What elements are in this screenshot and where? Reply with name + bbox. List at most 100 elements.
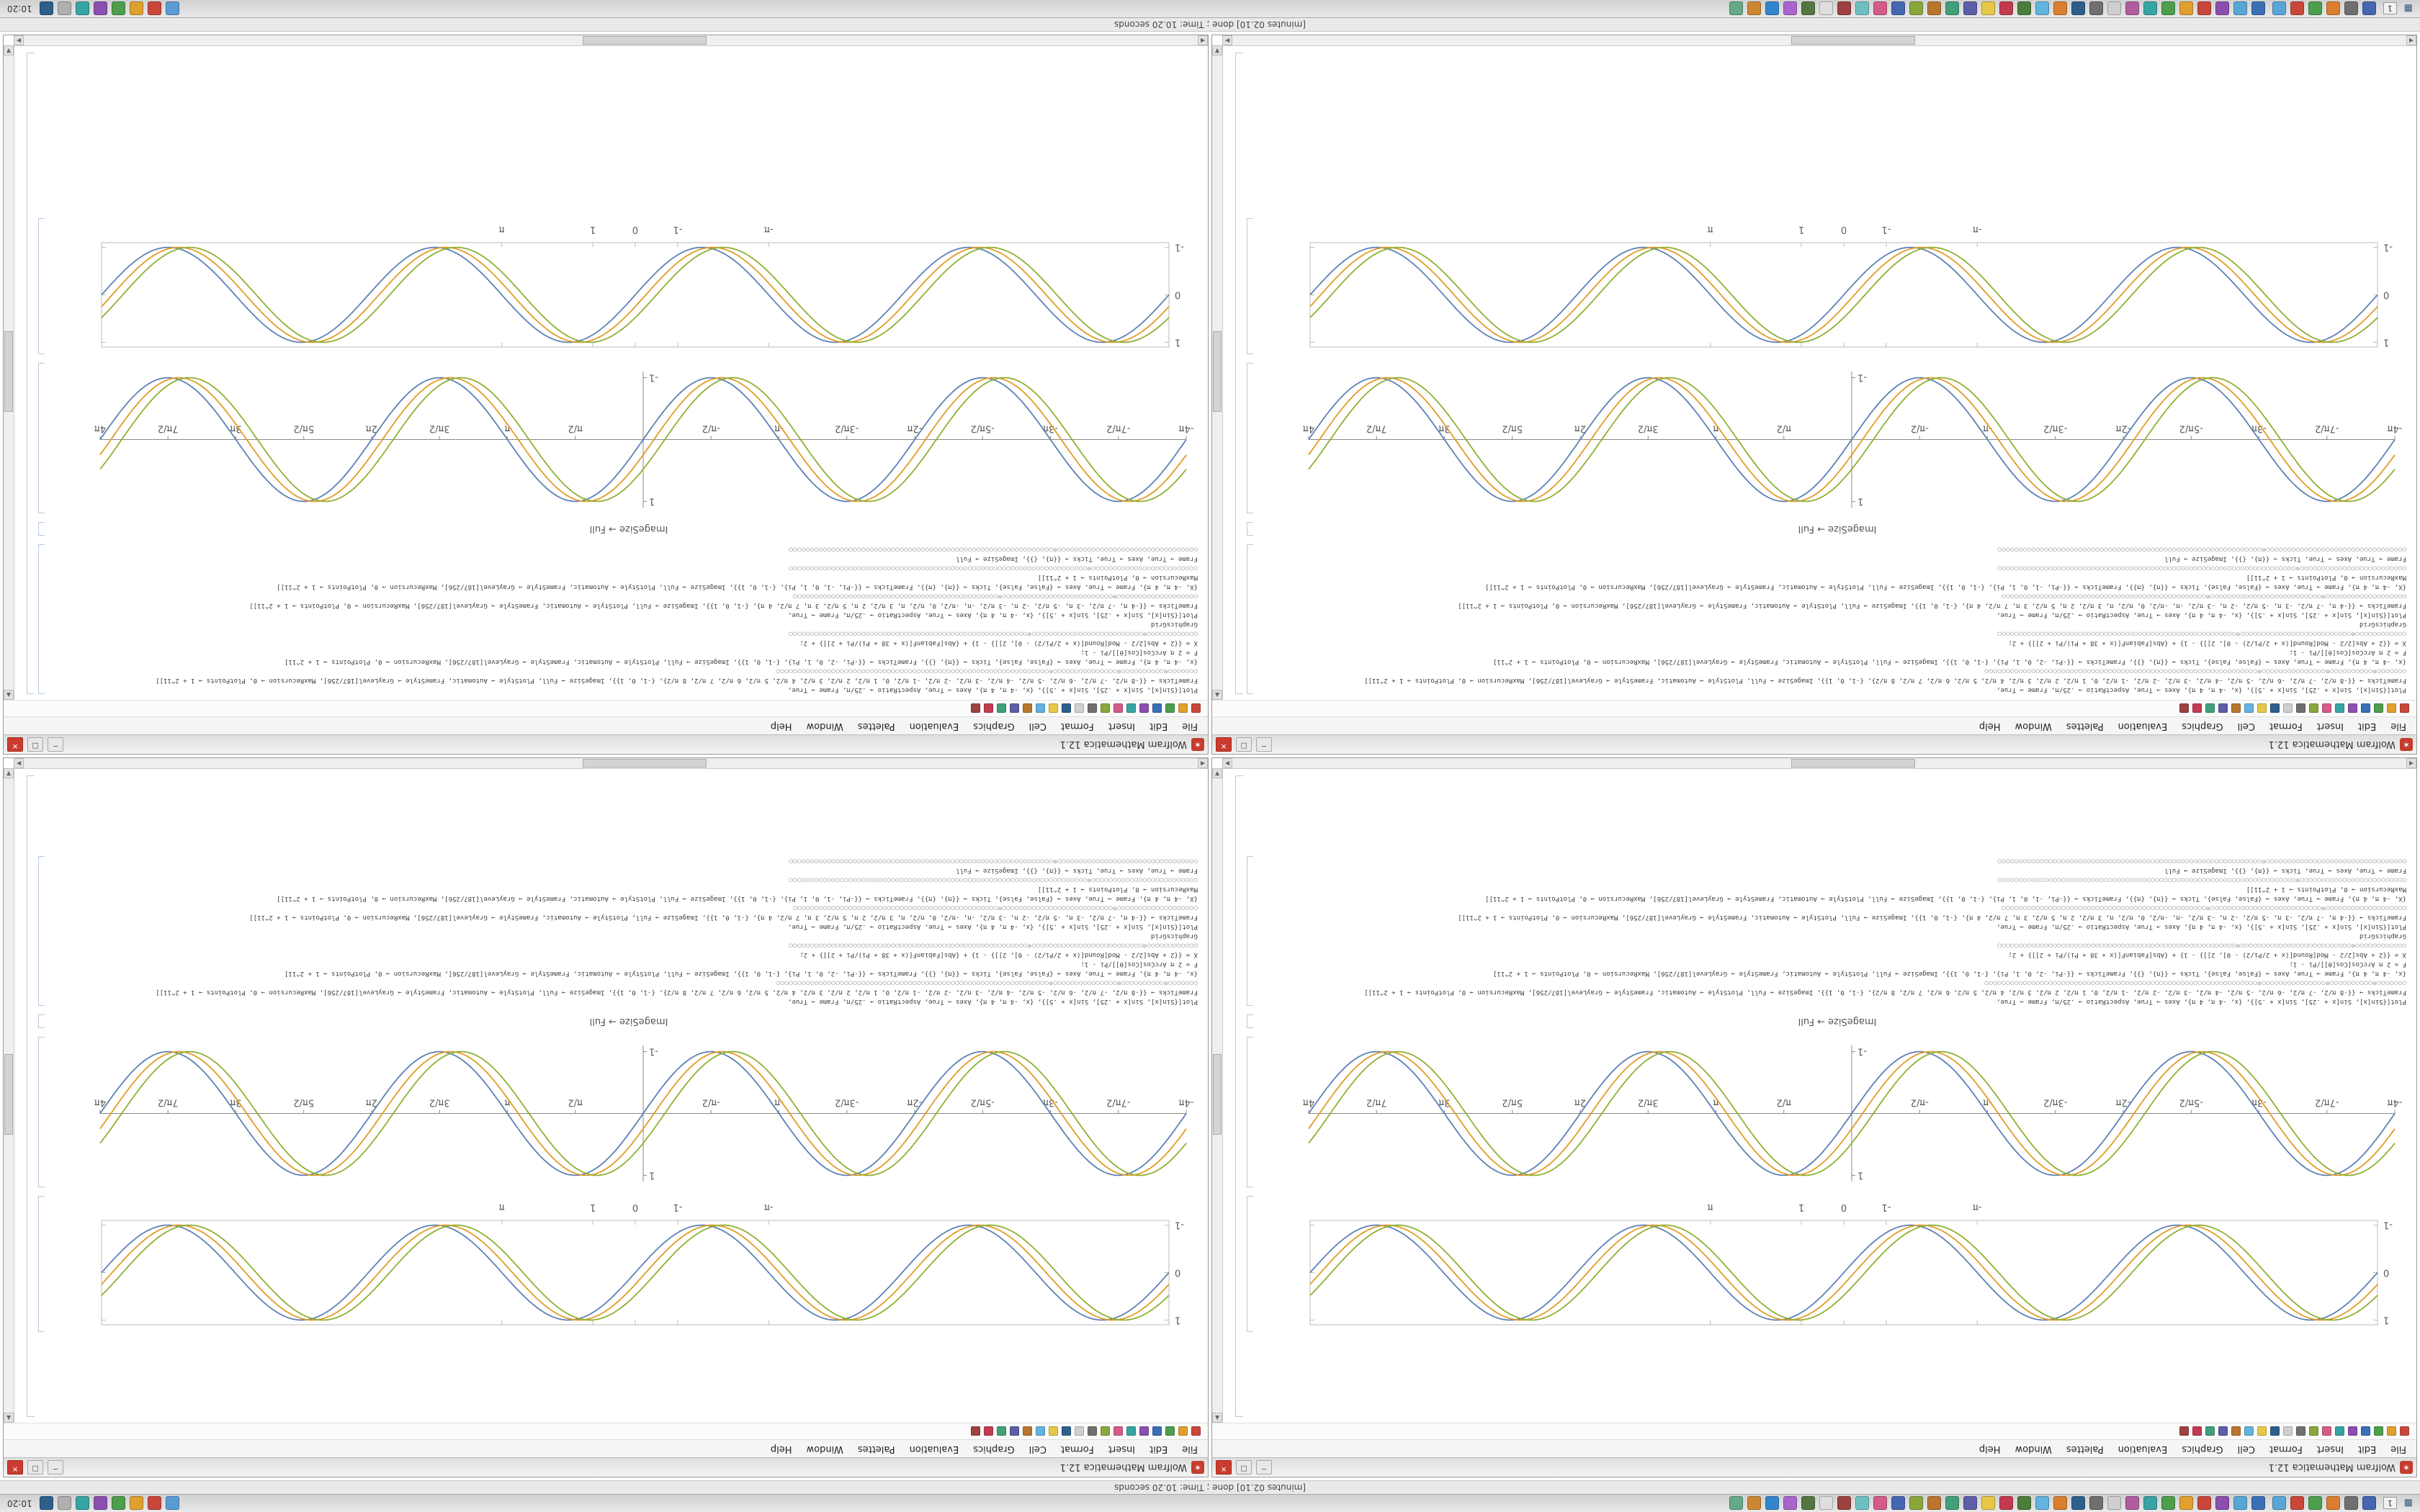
toolbar-button-icon[interactable] xyxy=(2400,703,2409,714)
toolbar-button-icon[interactable] xyxy=(2205,1426,2215,1436)
menu-window[interactable]: Window xyxy=(806,721,843,732)
toolbar-button-icon[interactable] xyxy=(2244,1426,2254,1436)
scroll-up-arrow[interactable]: ▲ xyxy=(1212,690,1222,700)
scroll-right-arrow[interactable]: ▶ xyxy=(1222,758,1232,768)
menu-format[interactable]: Format xyxy=(1060,1444,1094,1454)
scroll-up-arrow[interactable]: ▲ xyxy=(1212,1413,1222,1423)
taskbar-app-icon[interactable] xyxy=(2179,1,2193,16)
toolbar-button-icon[interactable] xyxy=(2335,1426,2344,1436)
tray-icon[interactable] xyxy=(129,1,143,16)
toolbar-button-icon[interactable] xyxy=(997,1426,1006,1436)
toolbar-button-icon[interactable] xyxy=(1075,703,1084,714)
toolbar-button-icon[interactable] xyxy=(2322,703,2331,714)
menu-insert[interactable]: Insert xyxy=(1108,721,1136,732)
menu-window[interactable]: Window xyxy=(2015,721,2052,732)
minimize-button[interactable]: ─ xyxy=(48,1460,63,1475)
taskbar-app-icon[interactable] xyxy=(2215,1496,2229,1511)
taskbar-app-icon[interactable] xyxy=(2197,1496,2211,1511)
taskbar-app-icon[interactable] xyxy=(2125,1,2139,16)
taskbar-app-icon[interactable] xyxy=(1855,1496,1869,1511)
scroll-up-arrow[interactable]: ▲ xyxy=(4,690,14,700)
toolbar-button-icon[interactable] xyxy=(2179,1426,2189,1436)
toolbar-button-icon[interactable] xyxy=(2374,703,2383,714)
vertical-scroll-thumb[interactable] xyxy=(1213,1054,1222,1135)
tray-icon[interactable] xyxy=(165,1,179,16)
workspace-switcher[interactable]: 1 xyxy=(2383,1497,2397,1510)
scroll-right-arrow[interactable]: ▶ xyxy=(1222,35,1232,45)
toolbar-button-icon[interactable] xyxy=(2296,1426,2305,1436)
toolbar-button-icon[interactable] xyxy=(2400,1426,2409,1436)
toolbar-button-icon[interactable] xyxy=(1036,1426,1045,1436)
menu-graphics[interactable]: Graphics xyxy=(973,721,1015,732)
toolbar-button-icon[interactable] xyxy=(2309,1426,2318,1436)
tray-icon[interactable] xyxy=(93,1496,107,1511)
taskbar-app-icon[interactable] xyxy=(1837,1,1851,16)
toolbar-button-icon[interactable] xyxy=(2387,1426,2396,1436)
taskbar-app-icon[interactable] xyxy=(2017,1496,2031,1511)
vertical-scrollbar[interactable]: ▲ ▼ xyxy=(4,768,14,1423)
minimize-button[interactable]: ─ xyxy=(1256,737,1272,752)
window-titlebar[interactable]: ✶ Wolfram Mathematica 12.1 ─ □ ✕ xyxy=(1212,734,2416,754)
taskbar-app-icon[interactable] xyxy=(1747,1496,1761,1511)
taskbar-app-icon[interactable] xyxy=(1927,1,1941,16)
scroll-left-arrow[interactable]: ◀ xyxy=(1198,758,1208,768)
toolbar-button-icon[interactable] xyxy=(1152,703,1162,714)
tray-icon[interactable] xyxy=(57,1496,71,1511)
toolbar-button-icon[interactable] xyxy=(2257,1426,2267,1436)
taskbar-app-icon[interactable] xyxy=(1981,1,1995,16)
taskbar-launcher-icon[interactable] xyxy=(2344,1,2358,16)
toolbar-button-icon[interactable] xyxy=(1139,703,1149,714)
taskbar-app-icon[interactable] xyxy=(1981,1496,1995,1511)
vertical-scrollbar[interactable]: ▲ ▼ xyxy=(1212,768,1223,1423)
scroll-down-arrow[interactable]: ▼ xyxy=(1212,768,1222,778)
taskbar-app-icon[interactable] xyxy=(1891,1496,1905,1511)
horizontal-scrollbar[interactable]: ◀ ▶ xyxy=(1222,35,2416,46)
menu-edit[interactable]: Edit xyxy=(1150,1444,1168,1454)
maximize-button[interactable]: □ xyxy=(27,1460,43,1475)
vertical-scroll-thumb[interactable] xyxy=(4,331,13,413)
tray-icon[interactable] xyxy=(147,1,161,16)
toolbar-button-icon[interactable] xyxy=(2387,703,2396,714)
taskbar-app-icon[interactable] xyxy=(2035,1,2049,16)
maximize-button[interactable]: □ xyxy=(1236,737,1252,752)
menu-cell[interactable]: Cell xyxy=(1028,721,1047,732)
tray-icon[interactable] xyxy=(75,1,89,16)
taskbar-app-icon[interactable] xyxy=(1783,1496,1797,1511)
menu-palettes[interactable]: Palettes xyxy=(2066,721,2104,732)
menu-file[interactable]: File xyxy=(1182,1444,1198,1454)
taskbar-app-icon[interactable] xyxy=(1909,1,1923,16)
clock[interactable]: 10:20 xyxy=(7,1498,32,1508)
toolbar-button-icon[interactable] xyxy=(1152,1426,1162,1436)
horizontal-scroll-thumb[interactable] xyxy=(582,36,707,45)
menu-file[interactable]: File xyxy=(2390,1444,2406,1454)
taskbar-app-icon[interactable] xyxy=(2251,1496,2265,1511)
start-menu-icon[interactable]: ▦ xyxy=(2403,1498,2413,1509)
toolbar-button-icon[interactable] xyxy=(1023,1426,1032,1436)
close-button[interactable]: ✕ xyxy=(1216,1460,1232,1475)
taskbar-app-icon[interactable] xyxy=(1999,1496,2013,1511)
menu-help[interactable]: Help xyxy=(770,1444,792,1454)
scroll-right-arrow[interactable]: ▶ xyxy=(14,758,24,768)
toolbar-button-icon[interactable] xyxy=(997,703,1006,714)
close-button[interactable]: ✕ xyxy=(7,1460,23,1475)
toolbar-button-icon[interactable] xyxy=(2309,703,2318,714)
toolbar-button-icon[interactable] xyxy=(2283,1426,2293,1436)
taskbar-app-icon[interactable] xyxy=(1909,1496,1923,1511)
toolbar-button-icon[interactable] xyxy=(2335,703,2344,714)
toolbar-button-icon[interactable] xyxy=(1113,1426,1123,1436)
taskbar-app-icon[interactable] xyxy=(2197,1,2211,16)
taskbar-launcher-icon[interactable] xyxy=(2326,1,2340,16)
vertical-scrollbar[interactable]: ▲ ▼ xyxy=(4,45,14,700)
menu-format[interactable]: Format xyxy=(1060,721,1094,732)
window-titlebar[interactable]: ✶ Wolfram Mathematica 12.1 ─ □ ✕ xyxy=(4,1457,1208,1477)
vertical-scrollbar[interactable]: ▲ ▼ xyxy=(1212,45,1223,700)
toolbar-button-icon[interactable] xyxy=(1062,703,1071,714)
scroll-up-arrow[interactable]: ▲ xyxy=(4,1413,14,1423)
taskbar-launcher-icon[interactable] xyxy=(2326,1496,2340,1511)
scroll-down-arrow[interactable]: ▼ xyxy=(4,45,14,55)
taskbar-app-icon[interactable] xyxy=(2089,1,2103,16)
close-button[interactable]: ✕ xyxy=(7,737,23,752)
toolbar-button-icon[interactable] xyxy=(2322,1426,2331,1436)
toolbar-button-icon[interactable] xyxy=(1126,703,1136,714)
tray-icon[interactable] xyxy=(57,1,71,16)
